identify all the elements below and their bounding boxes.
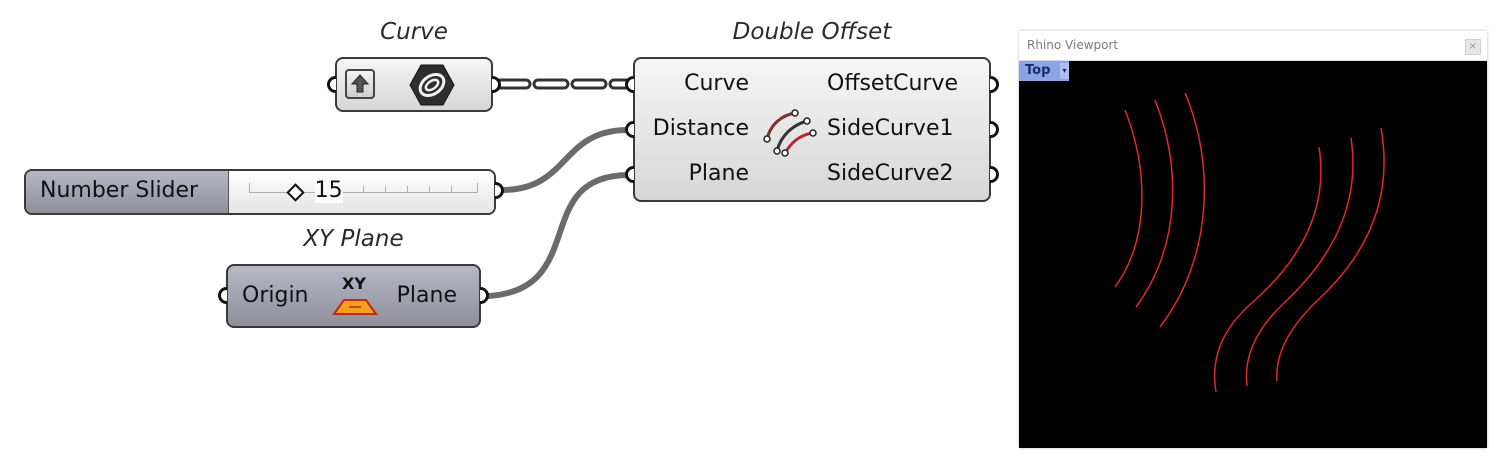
viewport-canvas (1114, 92, 1385, 393)
xy-plane-icon-text: XY (342, 274, 366, 293)
offset-curve-right-2 (1245, 137, 1354, 387)
viewport-titlebar[interactable]: Rhino Viewport × (1019, 31, 1487, 61)
slider-name-box[interactable]: Number Slider (26, 171, 229, 213)
slider-label: Number Slider (40, 178, 199, 203)
curve-param-component[interactable] (335, 57, 493, 112)
slider-tick (477, 183, 478, 193)
output-sidecurve1-label: SideCurve1 (827, 116, 954, 141)
output-offsetcurve-label: OffsetCurve (827, 71, 959, 96)
slider-tick (363, 186, 364, 193)
slider-tick (451, 186, 452, 193)
slider-tick (385, 186, 386, 193)
offset-curve-right-3 (1276, 127, 1385, 382)
chevron-down-icon[interactable]: ▾ (1060, 63, 1069, 79)
slider-track[interactable]: 15 (229, 171, 494, 213)
curve-input-grip[interactable] (327, 76, 336, 93)
upload-arrow-icon[interactable] (345, 69, 375, 99)
offset-curve-left-1 (1114, 109, 1143, 288)
xy-plane-component[interactable]: Origin Plane XY (226, 264, 481, 328)
wire-plane-to-plane (487, 172, 629, 299)
input-curve-grip[interactable] (625, 76, 634, 93)
offset-curve-right-1 (1213, 146, 1322, 393)
xy-plane-origin-label: Origin (242, 283, 309, 308)
viewport-tab-label: Top (1025, 63, 1051, 78)
output-offsetcurve-grip[interactable] (990, 76, 999, 93)
slider-tick (429, 186, 430, 193)
xy-plane-plane-label: Plane (396, 283, 457, 308)
viewport-tab-top[interactable]: Top ▾ (1019, 61, 1069, 81)
double-offset-icon (763, 107, 817, 157)
xy-plane-icon: XY (332, 274, 378, 318)
number-slider-component[interactable]: Number Slider 15 (24, 169, 496, 215)
viewport-title: Rhino Viewport (1027, 38, 1119, 52)
input-curve-label: Curve (684, 71, 749, 96)
curve-output-grip[interactable] (492, 76, 501, 93)
slider-value: 15 (314, 178, 343, 203)
offset-curve-left-2 (1135, 99, 1174, 308)
input-distance-grip[interactable] (625, 121, 634, 138)
double-offset-caption: Double Offset (732, 19, 892, 45)
output-sidecurve1-grip[interactable] (990, 121, 999, 138)
slider-output-grip[interactable] (495, 182, 504, 199)
input-plane-label: Plane (688, 161, 749, 186)
slider-tick (407, 186, 408, 193)
slider-handle[interactable] (285, 183, 305, 202)
rhino-viewport[interactable]: Rhino Viewport × Top ▾ (1019, 31, 1487, 448)
xy-plane-caption: XY Plane (303, 226, 404, 252)
wire-slider-to-distance (501, 127, 629, 193)
curve-caption: Curve (380, 19, 448, 45)
xy-plane-output-grip[interactable] (480, 287, 489, 304)
slider-tick (249, 183, 250, 193)
offset-curve-left-3 (1159, 92, 1206, 328)
close-icon[interactable]: × (1465, 39, 1481, 55)
input-plane-grip[interactable] (625, 166, 634, 183)
input-distance-label: Distance (652, 116, 749, 141)
output-sidecurve2-grip[interactable] (990, 166, 999, 183)
double-offset-component[interactable]: Curve Distance Plane OffsetCurve SideCur… (633, 57, 991, 202)
output-sidecurve2-label: SideCurve2 (827, 161, 954, 186)
xy-plane-input-grip[interactable] (218, 287, 227, 304)
hexagon-curve-icon (409, 63, 455, 107)
